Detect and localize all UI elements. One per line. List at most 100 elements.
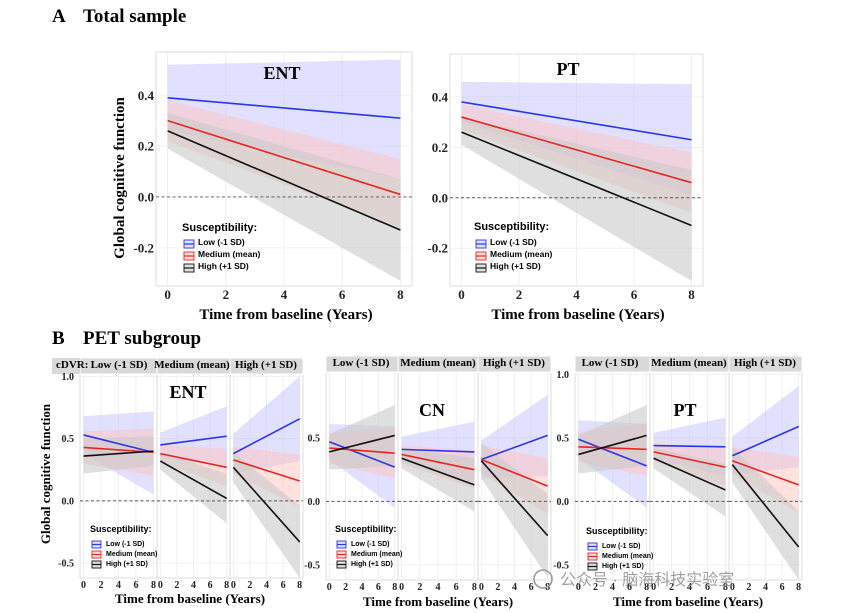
x-tick-label-b_cn-0-2: 4 [360, 582, 365, 593]
facet-strip-b_cn-2 [477, 355, 552, 373]
ylabel-b: Global cognitive function [38, 403, 53, 544]
xlabel-a-pt: Time from baseline (Years) [491, 307, 664, 323]
x-tick-label-b_cn-1-2: 4 [436, 582, 441, 593]
xlabel-a-ent: Time from baseline (Years) [199, 307, 372, 323]
x-tick-label-b_cn-1-4: 8 [472, 582, 477, 593]
x-tick-label-b_pt-0-2: 4 [610, 582, 615, 593]
x-tick-label-b_cn-0-0: 0 [327, 582, 332, 593]
legend-b-ent-title: Susceptibility: [90, 524, 152, 534]
x-tick-label-a_ent-0-1: 2 [223, 287, 230, 302]
y-tick-label-b_cn-2: 0.5 [308, 433, 321, 444]
legend-b-ent-high: High (+1 SD) [106, 561, 148, 568]
legend-b-cn-low: Low (-1 SD) [351, 541, 390, 548]
x-tick-label-b_pt-0-1: 2 [593, 582, 598, 593]
series-line-b_cn-1-1 [401, 453, 475, 471]
series-line-b_cn-2-0 [481, 434, 548, 461]
x-tick-label-b_pt-1-2: 4 [687, 582, 692, 593]
x-tick-label-b_pt-0-0: 0 [576, 582, 581, 593]
legend-b-cn-medium: Medium (mean) [351, 551, 402, 558]
y-tick-label-b_ent-2: 0.5 [62, 434, 75, 445]
x-tick-label-b_ent-0-0: 0 [81, 580, 86, 591]
series-line-b_ent-0-0 [83, 434, 154, 454]
facet-strip-b_pt-2 [728, 355, 803, 373]
x-tick-label-b_ent-0-4: 8 [151, 580, 156, 591]
y-tick-label-a_ent-2: 0.2 [138, 139, 154, 154]
chart-title-b-pt: PT [673, 400, 696, 420]
x-tick-label-b_ent-1-4: 8 [224, 580, 229, 591]
facet-label-b-ent-low: Low (-1 SD) [91, 359, 148, 371]
y-tick-label-b_pt-0: -0.5 [553, 560, 569, 571]
series-line-b_cn-2-2 [480, 460, 549, 537]
series-line-b_cn-1-0 [401, 448, 475, 453]
x-tick-label-b_cn-1-0: 0 [399, 582, 404, 593]
series-line-b_ent-2-1 [233, 459, 300, 482]
x-tick-label-b_ent-2-2: 4 [264, 580, 269, 591]
series-line-b_ent-1-1 [160, 452, 227, 469]
y-tick-label-a_ent-1: 0.0 [138, 190, 154, 205]
facet-label-b-pt-medium: Medium (mean) [651, 357, 727, 369]
series-line-a_pt-0-0 [461, 101, 692, 141]
y-tick-label-a_pt-1: 0.0 [432, 190, 448, 205]
ci-band-b_pt-2-2 [732, 446, 799, 580]
legend-b-cn-high: High (+1 SD) [351, 561, 393, 568]
y-tick-label-b_ent-3: 1.0 [62, 372, 75, 383]
facet-prefix-bg [52, 358, 80, 374]
x-tick-label-b_ent-2-3: 6 [281, 580, 286, 591]
legend-a-pt-high: High (+1 SD) [490, 261, 541, 271]
legend-b-pt-medium: Medium (mean) [602, 553, 653, 560]
xlabel-b-ent: Time from baseline (Years) [115, 591, 265, 606]
series-line-b_pt-2-1 [732, 460, 799, 486]
x-tick-label-b_pt-2-2: 4 [763, 582, 768, 593]
axes-layer: 0 2 4 6 8-0.20.00.20.40 2 4 6 8-0.20.00.20.40 2 4 6… [58, 88, 801, 593]
y-tick-label-b_ent-0: -0.5 [58, 559, 74, 570]
y-tick-label-b_pt-2: 0.5 [557, 433, 570, 444]
series-line-b_pt-2-0 [731, 425, 800, 457]
x-tick-label-b_pt-2-0: 0 [730, 582, 735, 593]
series-line-b_pt-0-0 [578, 438, 647, 467]
x-tick-label-b_ent-2-0: 0 [231, 580, 236, 591]
chart-title-a-ent: ENT [263, 63, 300, 83]
x-tick-label-b_ent-1-3: 6 [208, 580, 213, 591]
section-b-letter: B [52, 328, 65, 349]
x-tick-label-b_cn-2-3: 6 [529, 582, 534, 593]
x-tick-label-b_ent-1-2: 4 [191, 580, 196, 591]
x-tick-label-b_pt-2-3: 6 [780, 582, 785, 593]
ci-band-b_cn-2-2 [481, 443, 548, 578]
legend-a-pt-low: Low (-1 SD) [490, 237, 537, 247]
x-tick-label-b_cn-1-3: 6 [454, 582, 459, 593]
y-tick-label-a_pt-0: -0.2 [427, 241, 448, 256]
y-tick-label-b_cn-0: -0.5 [304, 560, 320, 571]
xlabel-b-cn: Time from baseline (Years) [363, 594, 513, 609]
x-tick-label-b_cn-0-1: 2 [343, 582, 348, 593]
y-tick-label-b_pt-1: 0.0 [557, 497, 570, 508]
x-tick-label-b_ent-0-3: 6 [134, 580, 139, 591]
facet-label-b-cn-low: Low (-1 SD) [333, 357, 390, 369]
facet-prefix: cDVR: [56, 359, 88, 371]
series-line-b_ent-1-2 [159, 460, 228, 500]
series-line-b_pt-1-2 [653, 457, 726, 491]
section-b-title: PET subgroup [83, 328, 201, 349]
facet-label-b-cn-high: High (+1 SD) [483, 357, 545, 369]
y-tick-label-b_pt-3: 1.0 [557, 370, 570, 381]
series-line-b_cn-0-2 [329, 434, 395, 453]
ci-band-b_ent-0-2 [83, 436, 154, 474]
legend-b-ent-low: Low (-1 SD) [106, 541, 145, 548]
x-tick-label-b_pt-2-4: 8 [796, 582, 801, 593]
facet-strip-b_ent-2 [229, 357, 304, 375]
ci-band-b_cn-1-2 [401, 448, 475, 512]
series-line-b_pt-1-1 [653, 451, 726, 468]
series-line-a_ent-0-1 [167, 119, 401, 196]
legend-a-ent-low: Low (-1 SD) [198, 237, 245, 247]
x-tick-label-b_pt-1-0: 0 [651, 582, 656, 593]
facet-label-b-cn-medium: Medium (mean) [400, 357, 476, 369]
section-a-letter: A [52, 6, 66, 27]
chart-title-b-cn: CN [419, 400, 445, 420]
x-tick-label-b_cn-1-1: 2 [417, 582, 422, 593]
legend-b-cn-title: Susceptibility: [335, 524, 397, 534]
x-tick-label-b_pt-1-3: 6 [705, 582, 710, 593]
x-tick-label-b_cn-0-4: 8 [392, 582, 397, 593]
legend-a-ent-title: Susceptibility: [182, 222, 257, 234]
x-tick-label-b_pt-1-4: 8 [723, 582, 728, 593]
x-tick-label-b_pt-0-3: 6 [627, 582, 632, 593]
